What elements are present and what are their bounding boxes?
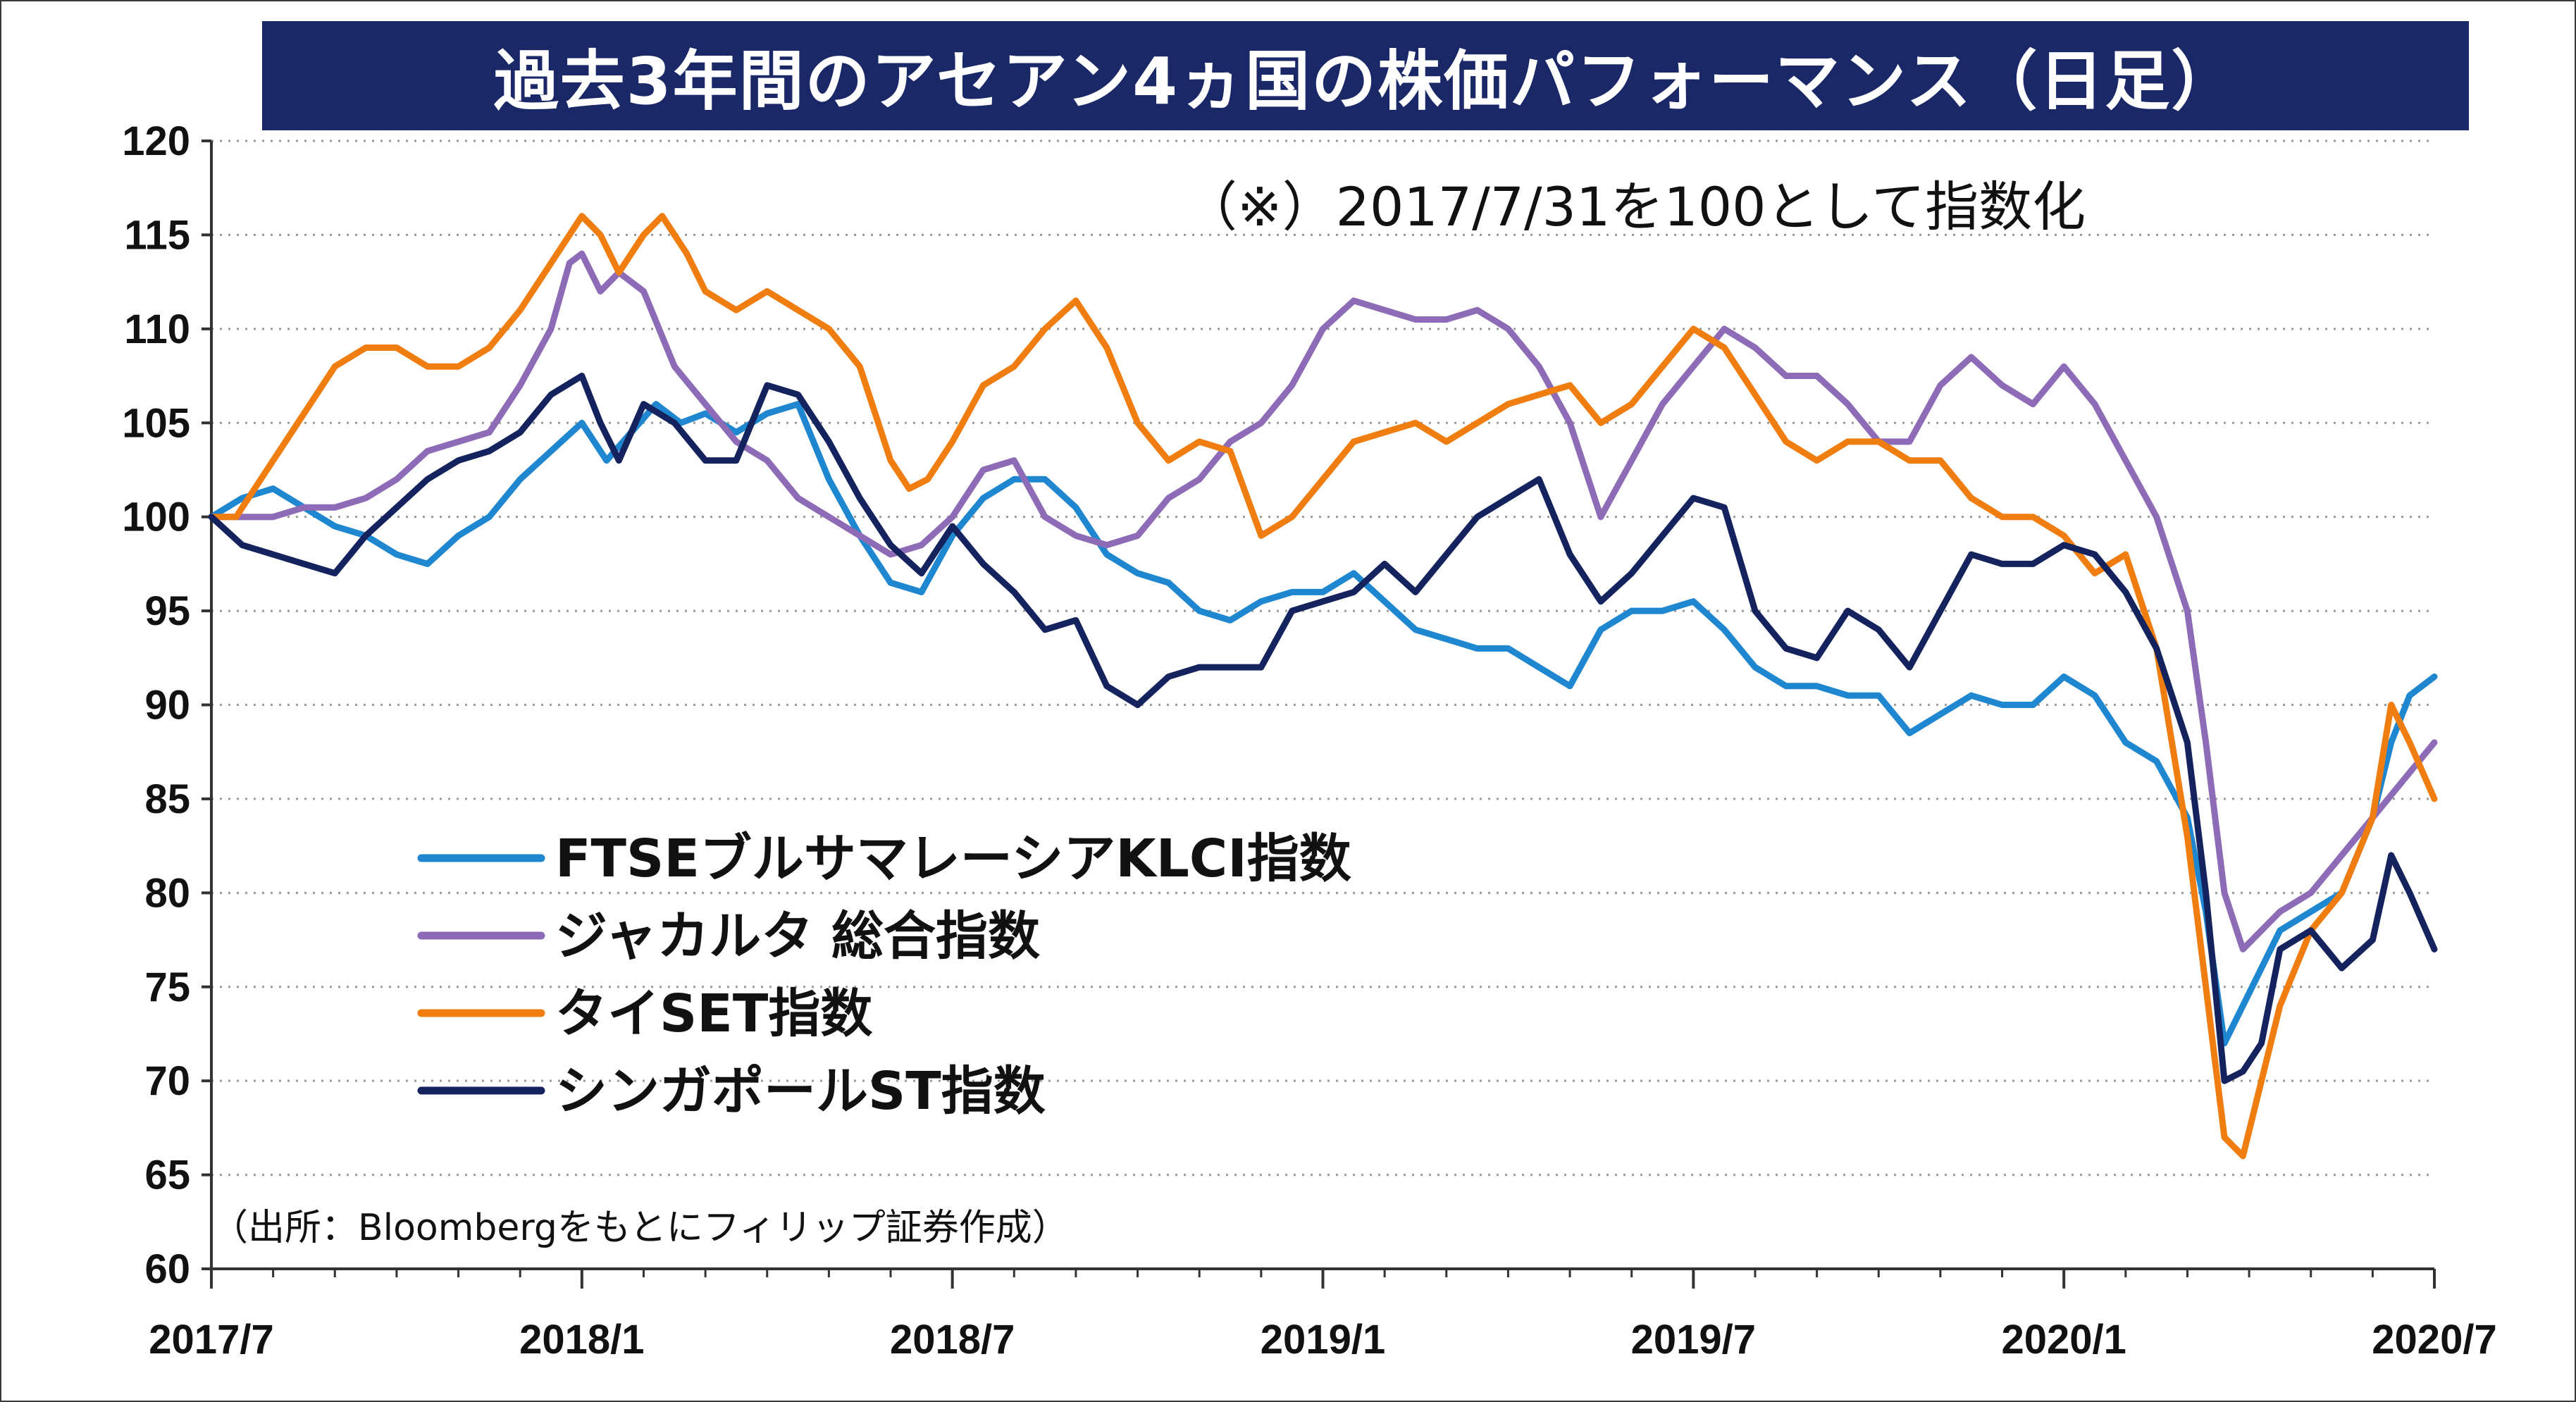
legend-label: シンガポールST指数: [555, 1061, 1046, 1122]
y-tick-label: 65: [144, 1153, 190, 1198]
series-line-1: [208, 401, 2438, 1047]
series-line-4: [208, 373, 2438, 1084]
index-note: （※）2017/7/31を100として指数化: [1184, 175, 2086, 238]
y-tick-label: 85: [144, 776, 190, 822]
series-line-3: [208, 213, 2438, 1160]
y-tick-label: 105: [122, 400, 190, 446]
y-tick-label: 100: [122, 495, 190, 540]
y-tick-label: 120: [122, 118, 190, 164]
y-tick-label: 90: [144, 683, 190, 728]
legend-label: ジャカルタ 総合指数: [555, 906, 1040, 967]
y-tick-label: 110: [124, 306, 190, 352]
series-lines: [208, 213, 2438, 1160]
legend-label: FTSEブルサマレーシアKLCI指数: [555, 829, 1351, 889]
source-note: （出所：Bloombergをもとにフィリップ証券作成）: [211, 1207, 1069, 1249]
chart-title: 過去3年間のアセアン4ヵ国の株価パフォーマンス（日足）: [262, 21, 2469, 130]
x-tick-label: 2020/7: [2372, 1317, 2496, 1363]
x-tick-label: 2018/1: [519, 1317, 644, 1363]
y-tick-label: 80: [144, 870, 190, 916]
y-tick-label: 115: [124, 212, 190, 258]
x-tick-label: 2019/7: [1631, 1317, 1756, 1363]
x-tick-labels: 2017/7 2018/1 2018/7 2019/1 2019/7 2020/1 2020…: [149, 1269, 2497, 1363]
series-line-2: [208, 250, 2438, 953]
x-tick-label: 2020/1: [2001, 1317, 2126, 1363]
y-tick-label: 75: [144, 964, 190, 1010]
y-tick-label: 95: [144, 588, 190, 634]
y-tick-labels: 120 115 110 105 100 95 90 85 80 75 70 65 60: [122, 118, 211, 1292]
y-tick-label: 70: [144, 1058, 190, 1104]
x-tick-label: 2018/7: [890, 1317, 1015, 1363]
y-tick-label: 60: [144, 1246, 190, 1292]
x-tick-label: 2017/7: [149, 1317, 273, 1363]
x-tick-label: 2019/1: [1261, 1317, 1385, 1363]
grid-lines: [211, 139, 2434, 1177]
legend-label: タイSET指数: [555, 984, 872, 1044]
